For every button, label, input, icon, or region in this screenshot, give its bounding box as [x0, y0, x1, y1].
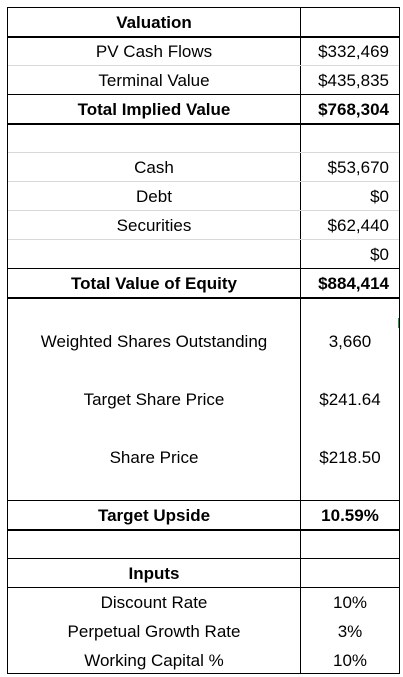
valuation-table: Valuation PV Cash Flows $332,469 Termina… — [7, 7, 400, 674]
cell[interactable] — [300, 559, 399, 588]
table-row[interactable]: Cash $53,670 — [8, 153, 399, 182]
table-row[interactable]: Securities $62,440 — [8, 211, 399, 240]
table-row[interactable]: $0 — [8, 240, 399, 269]
row-label — [8, 356, 300, 385]
divider — [8, 181, 399, 182]
row-label — [8, 124, 300, 153]
row-value: $53,670 — [300, 153, 399, 182]
divider — [8, 268, 399, 269]
divider — [8, 94, 399, 95]
table-row-blank[interactable] — [8, 124, 399, 153]
table-row-blank[interactable] — [8, 530, 399, 559]
row-value: 10% — [300, 646, 399, 673]
row-value — [300, 414, 399, 443]
divider — [8, 529, 399, 531]
row-value — [300, 298, 399, 327]
row-label: Perpetual Growth Rate — [67, 621, 241, 641]
divider — [8, 500, 399, 501]
divider — [8, 210, 399, 211]
table-row-total-equity[interactable]: Total Value of Equity $884,414 — [8, 269, 399, 298]
table-row-blank[interactable] — [8, 356, 399, 385]
row-label: Total Implied Value — [77, 99, 231, 119]
row-label: Share Price — [109, 447, 199, 467]
row-value: $332,469 — [300, 37, 399, 66]
row-value: $0 — [300, 240, 399, 269]
row-label — [8, 530, 300, 559]
table-row-total-implied[interactable]: Total Implied Value $768,304 — [8, 95, 399, 124]
selection-tick — [398, 318, 399, 328]
row-value: 10% — [300, 588, 399, 617]
row-value — [300, 124, 399, 153]
row-value: $435,835 — [300, 66, 399, 95]
table-row[interactable]: Weighted Shares Outstanding 3,660 — [8, 327, 399, 356]
divider — [8, 152, 399, 153]
row-value: $768,304 — [300, 95, 399, 124]
row-label: Total Value of Equity — [71, 273, 237, 293]
row-value — [300, 356, 399, 385]
inputs-header: Inputs — [128, 563, 180, 583]
divider — [8, 297, 399, 299]
divider — [8, 239, 399, 240]
divider — [8, 65, 399, 66]
row-label: Working Capital % — [84, 650, 224, 670]
table-row[interactable]: Terminal Value $435,835 — [8, 66, 399, 95]
valuation-header: Valuation — [116, 12, 192, 32]
divider — [8, 123, 399, 125]
row-label: Cash — [134, 157, 174, 177]
divider — [8, 587, 399, 588]
row-value — [300, 530, 399, 559]
row-value: $241.64 — [300, 385, 399, 414]
table-row[interactable]: Perpetual Growth Rate 3% — [8, 617, 399, 646]
table-row[interactable]: Share Price $218.50 — [8, 443, 399, 472]
row-label: Discount Rate — [100, 592, 208, 612]
table-row-target-upside[interactable]: Target Upside 10.59% — [8, 501, 399, 530]
row-label: Weighted Shares Outstanding — [40, 331, 268, 351]
table-row-blank[interactable] — [8, 298, 399, 327]
row-label — [8, 240, 300, 269]
row-label — [8, 472, 300, 501]
row-value: 3,660 — [300, 327, 399, 356]
row-value: 10.59% — [300, 501, 399, 530]
row-label: Target Upside — [97, 505, 211, 525]
row-value: 3% — [300, 617, 399, 646]
table-row[interactable]: Working Capital % 10% — [8, 646, 399, 673]
row-value: $218.50 — [300, 443, 399, 472]
divider — [8, 36, 399, 38]
row-label — [8, 298, 300, 327]
row-label: PV Cash Flows — [95, 41, 213, 61]
cell[interactable] — [300, 8, 399, 37]
row-label: Terminal Value — [98, 70, 210, 90]
table-row-blank[interactable] — [8, 472, 399, 501]
inputs-header-row[interactable]: Inputs — [8, 559, 399, 588]
row-value: $62,440 — [300, 211, 399, 240]
row-value — [300, 472, 399, 501]
row-label: Target Share Price — [83, 389, 225, 409]
table-row-blank[interactable] — [8, 414, 399, 443]
valuation-header-row[interactable]: Valuation — [8, 8, 399, 37]
row-label: Securities — [116, 215, 192, 235]
row-label: Debt — [136, 186, 172, 206]
table-row[interactable]: Target Share Price $241.64 — [8, 385, 399, 414]
row-value: $0 — [300, 182, 399, 211]
table-row[interactable]: Discount Rate 10% — [8, 588, 399, 617]
row-value: $884,414 — [300, 269, 399, 298]
divider — [8, 558, 399, 559]
table-row[interactable]: PV Cash Flows $332,469 — [8, 37, 399, 66]
table-row[interactable]: Debt $0 — [8, 182, 399, 211]
row-label — [8, 414, 300, 443]
